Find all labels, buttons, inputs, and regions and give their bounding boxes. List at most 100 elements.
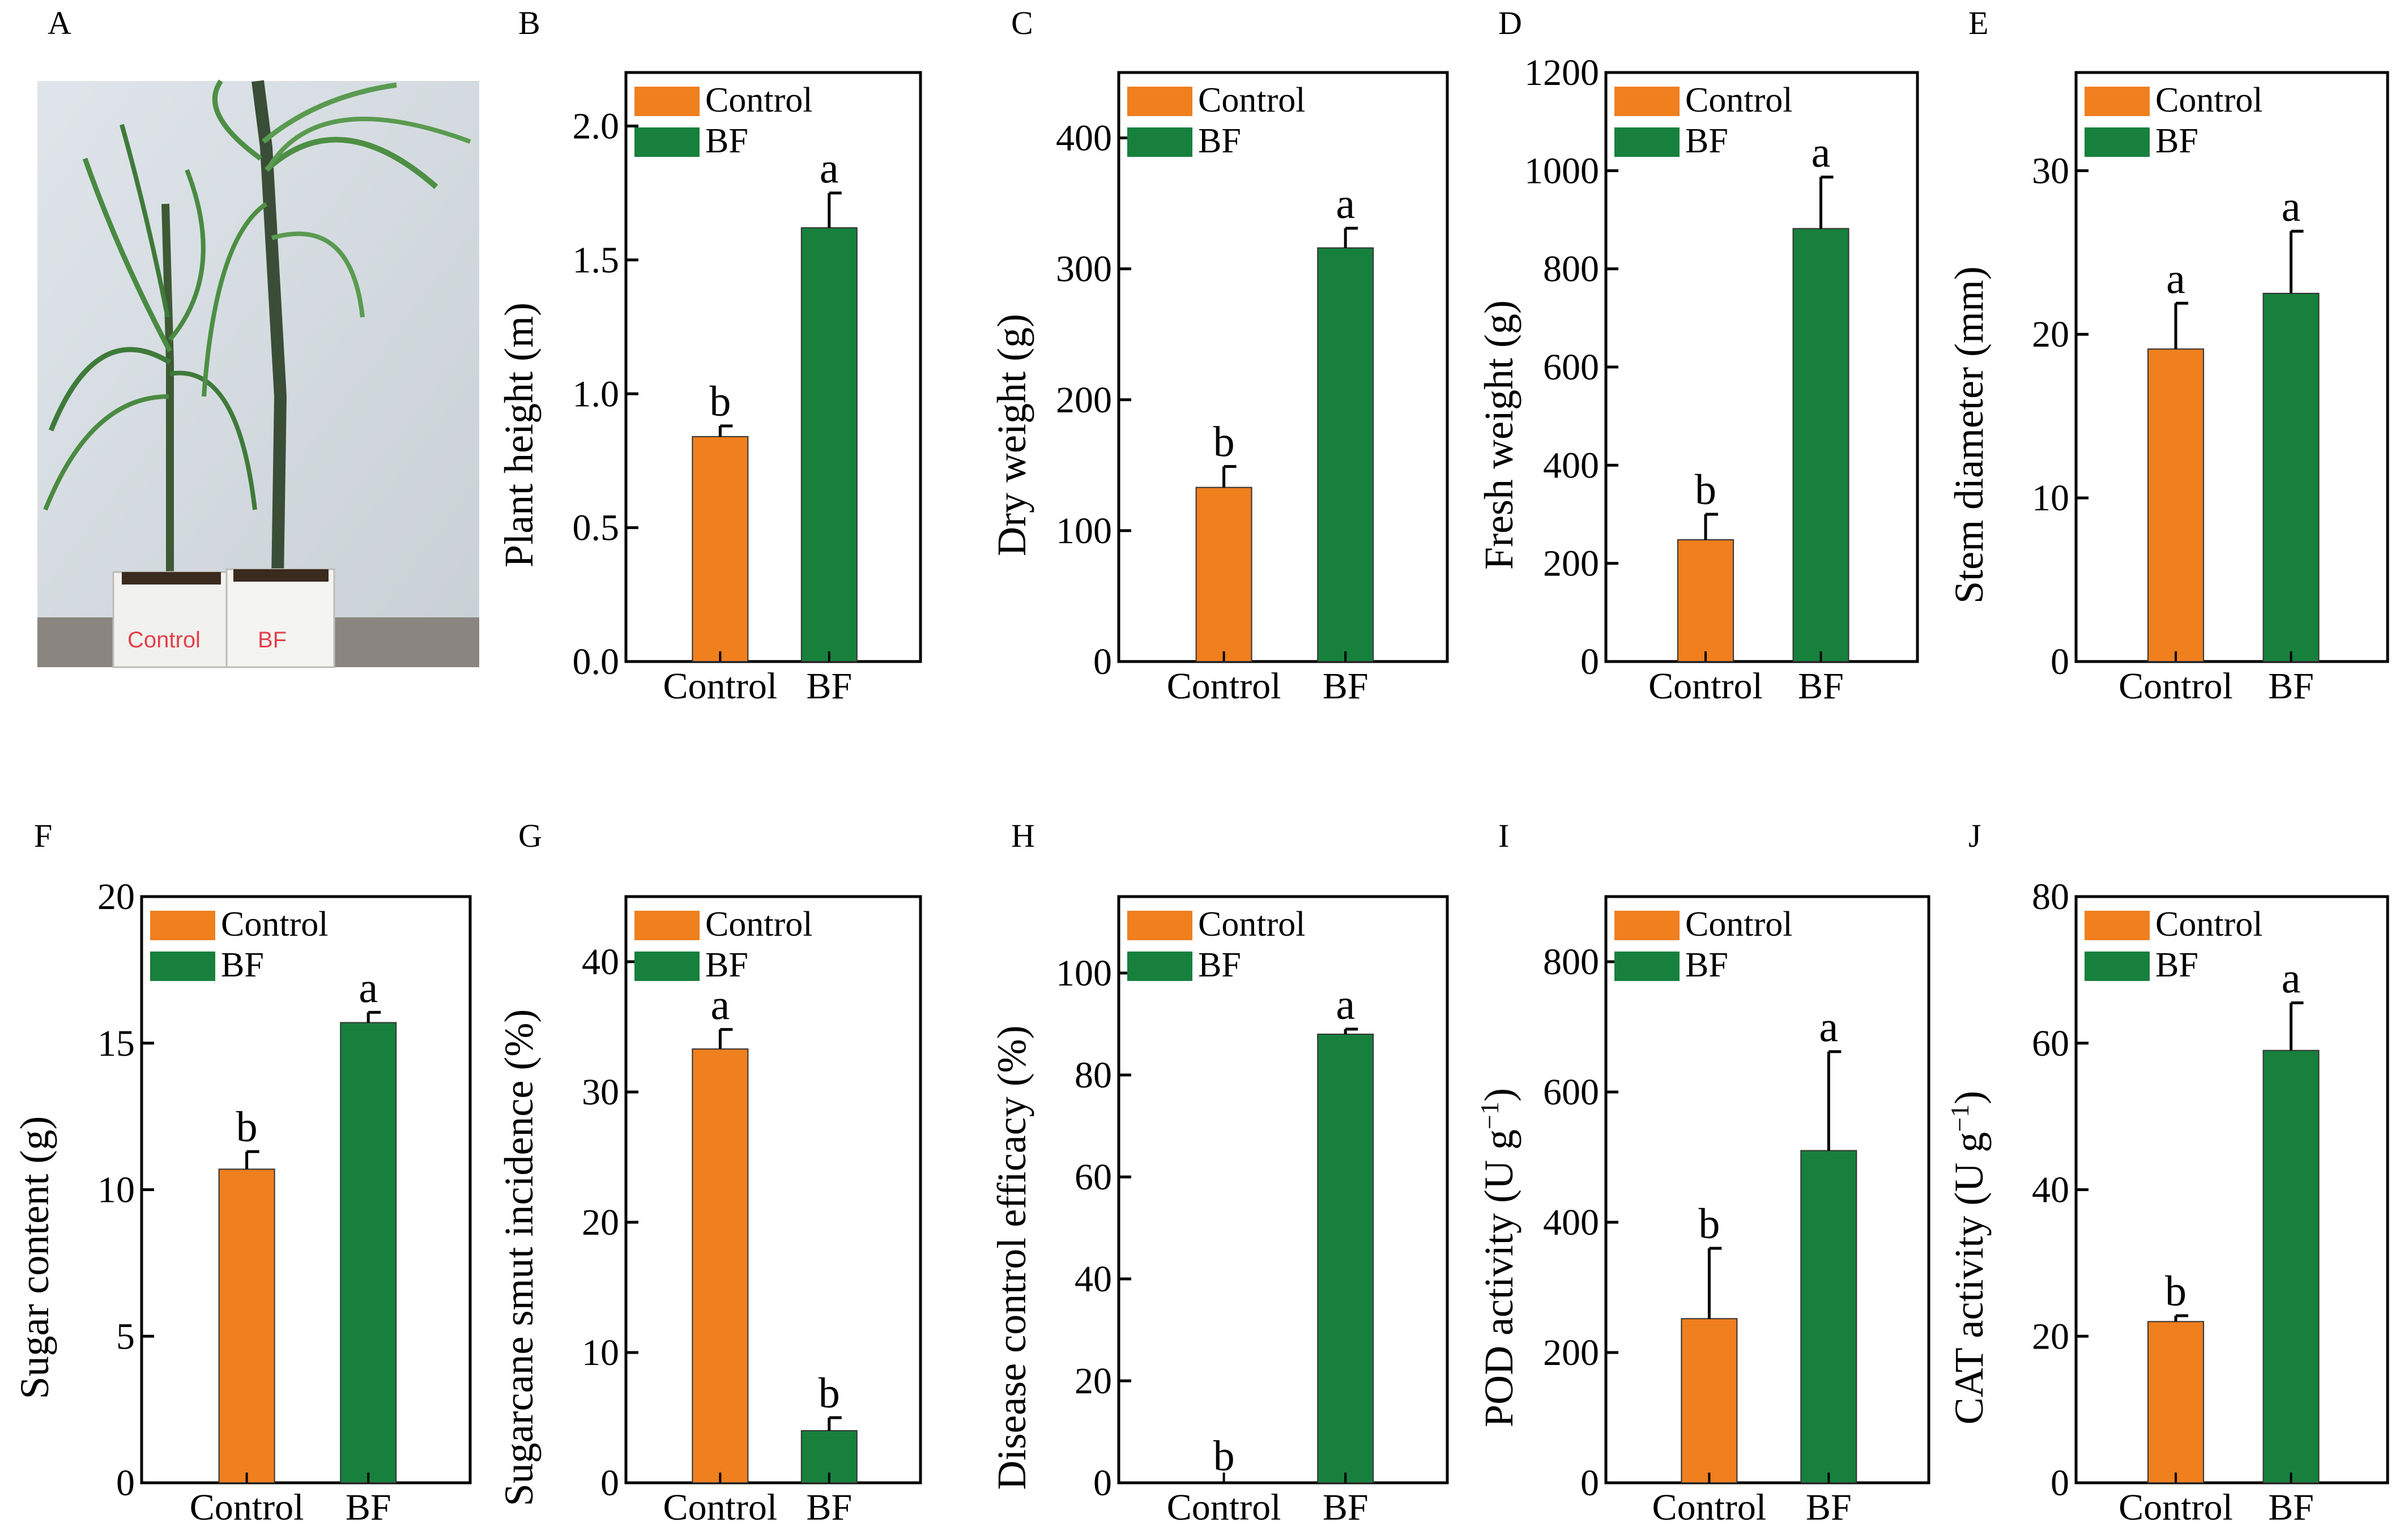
- ytick-label-d: 1200: [1524, 52, 1599, 93]
- legend-swatch-c-control: [1127, 87, 1192, 116]
- legend-swatch-b-control: [634, 87, 700, 116]
- panel-label-c: C: [1011, 5, 1033, 41]
- legend-label-b-control: Control: [705, 81, 812, 120]
- ytick-label-b: 0.5: [573, 507, 620, 549]
- panel-label-j: J: [1968, 817, 1981, 854]
- ytick-label-d: 600: [1543, 347, 1599, 388]
- sig-letter-i-bf: a: [1819, 1004, 1838, 1051]
- axis-frame-e: [2074, 71, 2389, 663]
- ytick-label-c: 400: [1056, 118, 1112, 159]
- ytick-label-g: 10: [582, 1332, 619, 1373]
- xtick-label-h-bf: BF: [1323, 1487, 1369, 1523]
- sig-letter-e-bf: a: [2282, 183, 2301, 231]
- axis-frame-f: [140, 895, 472, 1484]
- legend-label-h-bf: BF: [1198, 946, 1241, 984]
- legend-label-c-control: Control: [1198, 81, 1305, 120]
- sig-letter-g-bf: b: [819, 1370, 840, 1417]
- ytick-label-b: 1.0: [573, 373, 620, 415]
- ytick-label-f: 15: [97, 1023, 135, 1064]
- ytick-label-h: 100: [1056, 953, 1112, 994]
- legend-label-g-control: Control: [705, 905, 812, 944]
- ylabel-d: Fresh weight (g): [1476, 300, 1521, 570]
- ytick-label-f: 5: [116, 1316, 135, 1357]
- legend-label-b-bf: BF: [705, 122, 748, 160]
- legend-label-f-control: Control: [221, 905, 328, 944]
- bar-e-bf: [2262, 293, 2320, 662]
- legend-swatch-g-control: [634, 911, 700, 940]
- ytick-label-c: 100: [1056, 510, 1112, 552]
- ytick-label-h: 60: [1075, 1157, 1112, 1198]
- panel-label-g: G: [518, 817, 542, 854]
- legend-label-e-bf: BF: [2155, 122, 2198, 160]
- ylabel-c: Dry weight (g): [989, 314, 1034, 556]
- ytick-label-j: 60: [2032, 1023, 2069, 1064]
- bar-g-bf: [800, 1430, 858, 1483]
- panel-label-e: E: [1968, 5, 1988, 41]
- xtick-label-c-control: Control: [1167, 665, 1281, 707]
- legend-swatch-f-control: [150, 911, 215, 940]
- ytick-label-h: 20: [1075, 1360, 1112, 1402]
- bar-e-control: [2147, 348, 2204, 662]
- ylabel-b: Plant height (m): [496, 302, 542, 568]
- xtick-label-f-control: Control: [190, 1487, 304, 1523]
- legend-swatch-b-bf: [634, 127, 700, 157]
- legend-label-f-bf: BF: [221, 946, 264, 984]
- chart-panels: B 0.0 0.5 1.0 1.5 2.0 Plant height (m) b Control…: [12, 5, 2389, 1523]
- legend-swatch-d-bf: [1614, 127, 1680, 157]
- ytick-label-i: 200: [1543, 1332, 1599, 1373]
- bar-h-bf: [1317, 1034, 1374, 1483]
- ylabel-end-i: ): [1476, 1088, 1521, 1102]
- ytick-label-d: 1000: [1524, 150, 1599, 191]
- ytick-label-e: 30: [2032, 150, 2069, 191]
- xtick-label-d-control: Control: [1648, 665, 1763, 707]
- ylabel-superscript-i: −1: [1475, 1102, 1504, 1129]
- ytick-label-e: 0: [2051, 641, 2069, 682]
- bar-j-control: [2147, 1321, 2204, 1483]
- legend-swatch-h-bf: [1127, 952, 1192, 981]
- sig-letter-b-bf: a: [820, 145, 839, 193]
- ylabel-e: Stem diameter (mm): [1946, 266, 1992, 604]
- ytick-label-c: 0: [1093, 641, 1112, 682]
- axis-frame-d: [1604, 71, 1919, 663]
- axis-frame-g: [624, 895, 922, 1484]
- ylabel-g: Sugarcane smut incidence (%): [496, 1009, 542, 1507]
- panel-label-b: B: [518, 5, 540, 41]
- xtick-label-i-bf: BF: [1806, 1487, 1852, 1523]
- xtick-label-c-bf: BF: [1323, 665, 1369, 707]
- chart-d: D 0 200 400 600 800 1000 1200 Fresh weight (g) b C…: [1476, 5, 1919, 707]
- ytick-label-i: 0: [1580, 1462, 1599, 1504]
- xtick-label-g-bf: BF: [806, 1487, 852, 1523]
- ytick-label-g: 0: [600, 1462, 619, 1504]
- ylabel-h: Disease control efficacy (%): [989, 1025, 1034, 1490]
- panel-label-i: I: [1498, 817, 1509, 854]
- ytick-label-d: 800: [1543, 249, 1599, 290]
- legend-label-j-bf: BF: [2155, 946, 2198, 984]
- legend-label-c-bf: BF: [1198, 122, 1241, 160]
- legend-swatch-d-control: [1614, 87, 1680, 116]
- ytick-label-d: 200: [1543, 543, 1599, 585]
- legend-swatch-h-control: [1127, 911, 1192, 940]
- ytick-label-d: 0: [1580, 641, 1599, 682]
- plant-photo: Control BF: [37, 79, 479, 668]
- sig-letter-b-control: b: [709, 378, 731, 425]
- ytick-label-f: 0: [116, 1462, 135, 1504]
- xtick-label-j-control: Control: [2119, 1487, 2233, 1523]
- sig-letter-e-control: a: [2166, 255, 2185, 302]
- chart-i: I 0 200 400 600 800 POD activity (U g−1) b Contr…: [1475, 817, 1930, 1523]
- ytick-label-g: 40: [582, 941, 619, 983]
- sig-letter-c-control: b: [1213, 419, 1235, 466]
- ytick-label-e: 20: [2032, 314, 2069, 355]
- ytick-label-j: 80: [2032, 876, 2069, 918]
- ytick-label-j: 20: [2032, 1316, 2069, 1357]
- ytick-label-j: 40: [2032, 1170, 2069, 1211]
- legend-swatch-i-control: [1614, 911, 1680, 940]
- ytick-label-d: 400: [1543, 445, 1599, 486]
- ylabel-end-j: ): [1946, 1091, 1992, 1104]
- bar-c-control: [1195, 487, 1252, 662]
- panel-label-a: A: [48, 5, 71, 41]
- ylabel-superscript-j: −1: [1945, 1104, 1974, 1132]
